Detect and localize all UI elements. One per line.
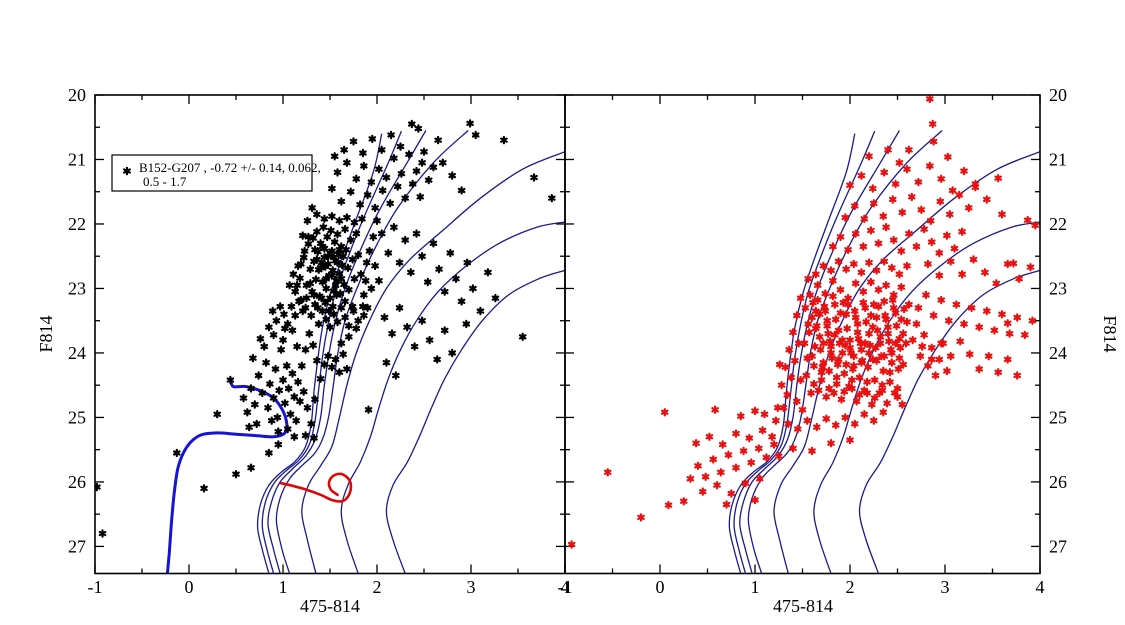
isochrone-curve xyxy=(267,130,427,574)
right-scatter-points xyxy=(567,95,1039,549)
y-tick-label: 21 xyxy=(68,149,86,169)
x-tick-label: 0 xyxy=(656,577,665,597)
isochrone-curve xyxy=(728,133,856,574)
x-axis-label-left: 475-814 xyxy=(300,596,360,616)
isochrone-curve xyxy=(261,130,403,574)
y-tick-label: 23 xyxy=(1049,278,1067,298)
isochrone-curve xyxy=(275,130,469,574)
y-tick-label: 26 xyxy=(1049,472,1067,492)
x-tick-label: 1 xyxy=(279,577,288,597)
y-tick-label: 20 xyxy=(68,85,86,105)
y-tick-label: 22 xyxy=(68,214,86,234)
left-scatter-points xyxy=(95,119,556,538)
isochrone-curve xyxy=(301,151,565,574)
y-tick-label: 25 xyxy=(1049,407,1067,427)
x-tick-label: 4 xyxy=(1036,577,1045,597)
isochrone-curve xyxy=(747,130,943,574)
y-axis-label-right: F814 xyxy=(1100,315,1120,352)
x-tick-label: 3 xyxy=(467,577,476,597)
x-tick-label: 2 xyxy=(846,577,855,597)
isochrone-curve xyxy=(858,269,1040,574)
x-tick-label: -1 xyxy=(558,577,573,597)
x-axis-label-right: 475-814 xyxy=(773,596,833,616)
x-tick-label: -1 xyxy=(88,577,103,597)
x-tick-label: 3 xyxy=(941,577,950,597)
legend-line2: 0.5 - 1.7 xyxy=(143,174,187,189)
isochrone-curve xyxy=(256,133,383,574)
y-tick-label: 20 xyxy=(1049,85,1067,105)
y-axis-label-left: F814 xyxy=(36,315,56,352)
y-tick-label: 27 xyxy=(68,536,86,556)
legend-asterisk-icon xyxy=(123,166,131,176)
y-tick-label: 27 xyxy=(1049,536,1067,556)
right-ticks xyxy=(564,94,1041,574)
isochrone-curve xyxy=(813,221,1040,574)
y-tick-label: 21 xyxy=(1049,149,1067,169)
y-tick-label: 22 xyxy=(1049,214,1067,234)
y-tick-label: 24 xyxy=(1049,343,1067,363)
isochrone-curve xyxy=(385,269,565,574)
y-tick-label: 26 xyxy=(68,472,86,492)
x-tick-label: 4 xyxy=(561,577,570,597)
y-tick-label: 24 xyxy=(68,343,86,363)
x-tick-label: 0 xyxy=(185,577,194,597)
legend-box xyxy=(111,154,313,192)
legend: B152-G207 , -0.72 +/- 0.14, 0.062, 0.5 -… xyxy=(111,154,321,192)
x-tick-label: 1 xyxy=(751,577,760,597)
isochrone-curve xyxy=(340,221,565,574)
right-axes-frame xyxy=(564,94,1041,575)
red-evolution-track xyxy=(279,472,353,503)
isochrone-curve xyxy=(739,130,900,574)
y-tick-label: 25 xyxy=(68,407,86,427)
y-tick-label: 23 xyxy=(68,278,86,298)
legend-line1: B152-G207 , -0.72 +/- 0.14, 0.062, xyxy=(139,160,321,175)
x-tick-label: 2 xyxy=(373,577,382,597)
